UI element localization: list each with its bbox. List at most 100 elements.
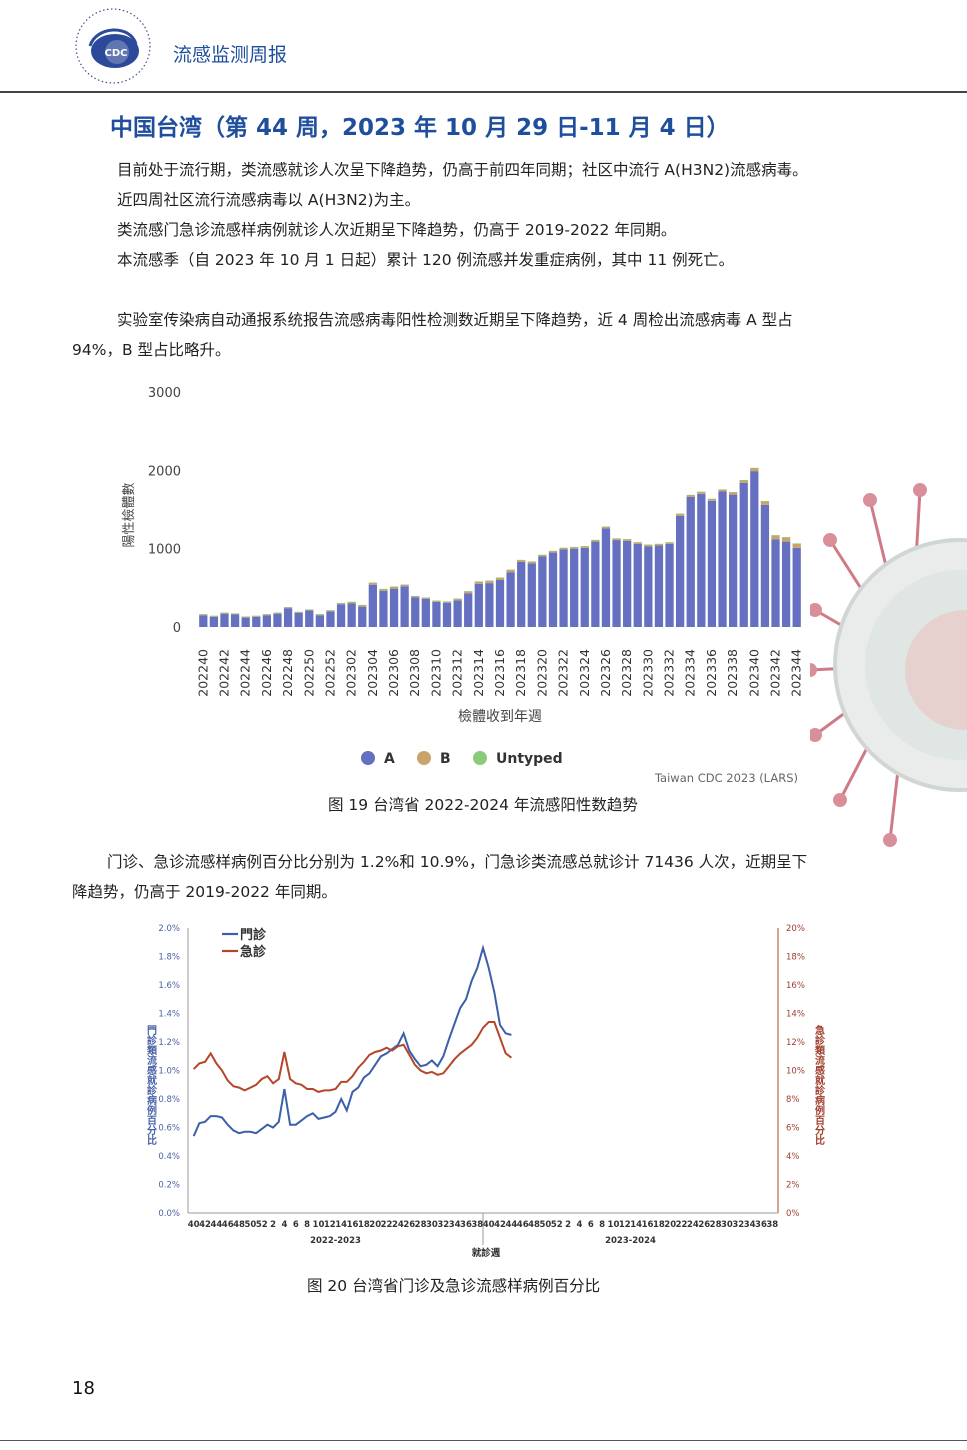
- chart1-bar-a: [305, 610, 314, 627]
- chart1-bar-b: [548, 551, 558, 553]
- chart2-x-tick-label: 50: [244, 1220, 256, 1230]
- chart2-legend-label: 門診: [240, 927, 267, 943]
- chart1-bar-a: [220, 613, 229, 627]
- chart1-y-tick-label: 0: [173, 621, 181, 636]
- chart1-bar-untyped: [474, 581, 483, 583]
- chart2-x-tick-label: 22: [676, 1220, 688, 1230]
- chart1-bar-a: [527, 563, 536, 627]
- chart1-x-tick-label: 202308: [407, 649, 422, 697]
- chart1-bar-a: [199, 615, 208, 627]
- chart1-bar-a: [676, 515, 685, 627]
- chart1-bar-b: [570, 547, 579, 549]
- chart1-source-label: Taiwan CDC 2023 (LARS): [654, 771, 798, 785]
- ili-percentage-line-chart: 0.0% 0.2% 0.4% 0.6% 0.8% 1.0% 1.2% 1.4% 1.6% 1.8%…: [145, 924, 826, 1259]
- chart2-x-tick-label: 52: [551, 1220, 563, 1230]
- chart1-bar-b: [686, 495, 695, 497]
- chart1-bar-a: [580, 547, 589, 627]
- chart2-x-tick-label: 52: [256, 1220, 268, 1230]
- chart1-x-tick-label: 202326: [598, 649, 613, 697]
- paragraph-5-line-1: 实验室传染病自动通报系统报告流感病毒阳性检测数近期呈下降趋势，近 4 周检出流感…: [117, 311, 793, 329]
- chart1-x-axis-label: 檢體收到年週: [458, 708, 542, 725]
- chart1-legend-marker: [361, 751, 375, 765]
- chart1-bar-a: [707, 500, 717, 627]
- chart2-season-label: 2022-2023: [310, 1236, 361, 1246]
- chart2-x-tick-label: 30: [721, 1220, 733, 1230]
- chart1-bar-a: [252, 616, 261, 627]
- chart1-bar-b: [453, 598, 462, 601]
- chart1-x-tick-label: 202322: [556, 649, 571, 697]
- chart2-right-tick-label: 20%: [786, 924, 805, 934]
- chart2-left-tick-label: 2.0%: [158, 924, 180, 934]
- chart1-bar-untyped: [601, 526, 611, 528]
- chart1-bar-a: [623, 540, 632, 627]
- chart2-left-tick-label: 0.8%: [158, 1095, 180, 1105]
- chart1-y-axis-label: 陽性檢體數: [121, 482, 137, 547]
- chart1-bar-b: [612, 538, 621, 541]
- chart2-x-tick-label: 48: [233, 1220, 245, 1230]
- chart1-x-tick-label: 202248: [280, 649, 295, 697]
- chart1-bar-untyped: [570, 546, 579, 548]
- chart1-bar-untyped: [792, 543, 801, 545]
- chart2-x-axis-label: 就診週: [472, 1247, 501, 1259]
- chart1-bar-a: [570, 548, 579, 627]
- chart1-bar-untyped: [230, 613, 240, 614]
- chart2-right-tick-label: 2%: [786, 1181, 800, 1191]
- chart1-bar-b: [760, 501, 770, 505]
- chart1-bar-b: [305, 609, 314, 611]
- figure-19-caption: 图 19 台湾省 2022-2024 年流感阳性数趋势: [328, 796, 638, 814]
- chart2-left-tick-label: 1.2%: [158, 1038, 180, 1048]
- chart1-bar-untyped: [252, 615, 261, 617]
- chart1-bar-b: [273, 612, 282, 614]
- chart2-x-tick-label: 4: [576, 1220, 582, 1230]
- chart2-x-tick-label: 50: [539, 1220, 551, 1230]
- chart1-bar-a: [612, 540, 621, 627]
- chart1-bar-untyped: [654, 543, 664, 545]
- chart1-bar-b: [442, 601, 452, 603]
- chart1-x-tick-label: 202332: [662, 649, 677, 697]
- chart1-bar-b: [464, 591, 473, 594]
- chart2-x-tick-label: 16: [642, 1220, 654, 1230]
- chart1-x-tick-label: 202316: [492, 649, 507, 697]
- chart1-bar-a: [474, 583, 483, 627]
- chart1-bar-a: [230, 614, 240, 627]
- chart1-bar-a: [697, 493, 706, 627]
- chart2-x-tick-label: 32: [732, 1220, 744, 1230]
- chart1-bar-untyped: [676, 513, 685, 515]
- chart1-bar-b: [262, 614, 272, 616]
- chart1-bar-b: [728, 492, 738, 495]
- chart2-x-tick-label: 40: [188, 1220, 200, 1230]
- chart1-bar-untyped: [707, 498, 717, 500]
- chart1-bar-untyped: [686, 494, 695, 496]
- paragraph-6-line-1: 门诊、急诊流感样病例百分比分别为 1.2%和 10.9%，门急诊类流感总就诊计 …: [107, 853, 808, 871]
- chart1-bar-a: [421, 598, 430, 627]
- chart2-x-tick-label: 44: [505, 1220, 517, 1230]
- chart1-bar-untyped: [495, 577, 505, 579]
- chart1-bar-b: [411, 596, 420, 598]
- chart1-bar-b: [368, 582, 377, 585]
- chart1-bar-a: [315, 615, 324, 627]
- chart1-x-tick-label: 202334: [683, 649, 698, 697]
- chart2-right-tick-label: 14%: [786, 1010, 805, 1020]
- chart1-bar-b: [750, 467, 759, 472]
- chart1-legend-label: A: [384, 751, 395, 767]
- footer-divider: [0, 1440, 967, 1441]
- chart1-bar-untyped: [389, 586, 399, 588]
- chart1-bar-b: [665, 542, 674, 544]
- chart1-bar-a: [336, 604, 346, 627]
- chart1-bar-b: [559, 547, 568, 550]
- chart1-bar-untyped: [315, 614, 324, 615]
- chart2-x-tick-label: 12: [324, 1220, 336, 1230]
- chart2-x-tick-label: 30: [426, 1220, 438, 1230]
- chart1-x-tick-label: 202330: [640, 649, 655, 697]
- chart1-bar-a: [400, 586, 409, 627]
- chart2-right-tick-label: 4%: [786, 1152, 800, 1162]
- chart1-bar-untyped: [199, 614, 208, 615]
- chart1-x-tick-label: 202318: [513, 649, 528, 697]
- chart2-x-tick-label: 34: [449, 1220, 461, 1230]
- chart1-bar-b: [474, 581, 483, 584]
- chart2-x-tick-label: 22: [381, 1220, 393, 1230]
- chart2-x-tick-label: 14: [335, 1220, 347, 1230]
- chart1-bar-untyped: [283, 607, 293, 608]
- chart1-bar-b: [538, 554, 547, 557]
- chart1-bar-b: [432, 600, 441, 602]
